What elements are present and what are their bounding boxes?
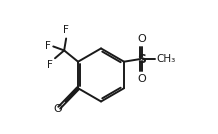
- Text: F: F: [47, 60, 53, 70]
- Text: CH₃: CH₃: [157, 54, 176, 64]
- Text: O: O: [54, 104, 63, 114]
- Text: O: O: [137, 74, 146, 84]
- Text: F: F: [45, 41, 51, 51]
- Text: O: O: [137, 34, 146, 44]
- Text: S: S: [137, 53, 146, 66]
- Text: F: F: [63, 25, 69, 35]
